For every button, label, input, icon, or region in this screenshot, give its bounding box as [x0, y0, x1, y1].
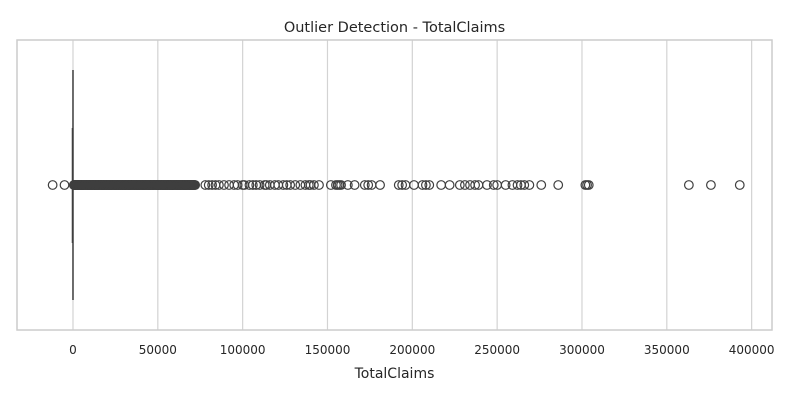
x-tick-label: 400000: [729, 343, 775, 357]
outlier-point: [219, 180, 229, 190]
outlier-point: [200, 180, 211, 190]
outlier-point: [363, 180, 374, 190]
outlier-point: [734, 180, 745, 190]
x-tick-label: 200000: [389, 343, 435, 357]
outlier-point: [420, 180, 431, 190]
x-axis-label: TotalClaims: [354, 366, 435, 382]
outlier-point: [454, 180, 465, 190]
x-tick-label: 150000: [305, 343, 351, 357]
outlier-point: [244, 180, 255, 190]
outlier-point: [190, 180, 201, 190]
outlier-point: [488, 180, 499, 190]
outlier-point: [336, 180, 346, 190]
outlier-point: [706, 180, 716, 190]
outlier-point: [278, 180, 289, 190]
outlier-point: [309, 180, 319, 190]
plot-frame: [16, 39, 773, 331]
outlier-point: [359, 180, 370, 190]
outlier-point: [213, 180, 224, 190]
chart-title: Outlier Detection - TotalClaims: [284, 20, 505, 36]
outlier-point: [207, 180, 218, 190]
outlier-point: [375, 180, 385, 190]
x-tick-label: 0: [69, 343, 77, 357]
x-tick-label: 50000: [139, 343, 177, 357]
outlier-point: [470, 180, 480, 190]
outlier-point: [47, 180, 58, 190]
outlier-point: [583, 180, 594, 190]
outlier-point: [436, 180, 447, 190]
outlier-point: [290, 180, 301, 190]
outlier-point: [295, 180, 306, 190]
x-tick-label: 300000: [559, 343, 605, 357]
x-tick-label: 350000: [644, 343, 690, 357]
outlier-point: [536, 180, 547, 190]
outlier-point: [232, 180, 243, 190]
outlier-point: [393, 180, 404, 190]
outlier-point: [512, 180, 523, 190]
outlier-point: [224, 180, 234, 190]
x-tick-label: 100000: [220, 343, 266, 357]
outlier-point: [285, 180, 296, 190]
x-tick-label: 250000: [474, 343, 520, 357]
outlier-point: [417, 180, 428, 190]
outlier-point: [683, 180, 694, 190]
outlier-point: [203, 180, 214, 190]
outlier-point: [349, 180, 360, 190]
outlier-point: [524, 180, 535, 190]
outlier-point: [465, 180, 475, 190]
outlier-point: [460, 180, 470, 190]
outlier-point: [553, 180, 564, 190]
outlier-point: [342, 180, 353, 190]
outlier-point: [519, 180, 530, 190]
outlier-point: [444, 180, 455, 190]
outlier-point: [482, 180, 492, 190]
outlier-point: [314, 180, 324, 190]
outlier-point: [59, 180, 70, 190]
outlier-point: [397, 180, 408, 190]
outlier-point: [254, 180, 265, 190]
outlier-point: [247, 180, 258, 190]
outlier-point: [424, 180, 435, 190]
outlier-point: [409, 180, 419, 190]
outlier-point: [500, 180, 511, 190]
